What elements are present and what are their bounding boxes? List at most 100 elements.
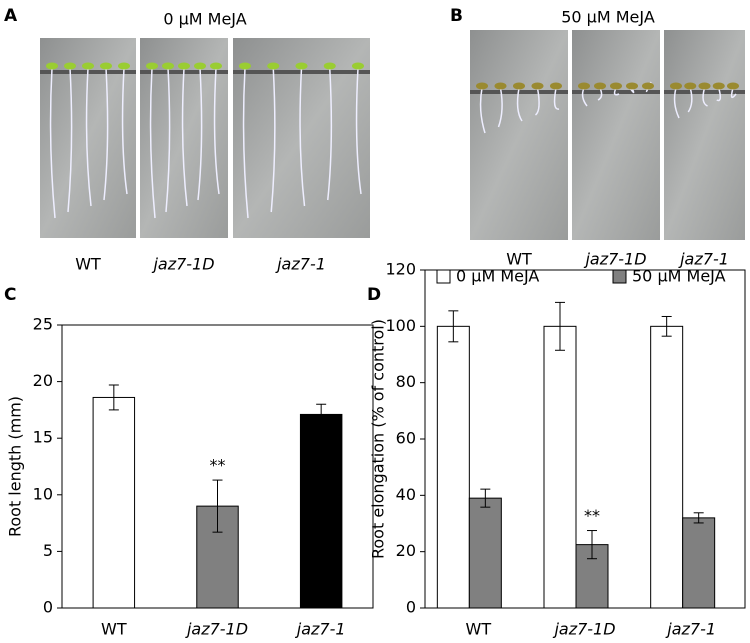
lane-label: jaz7-1 — [678, 250, 729, 269]
cotyledon — [146, 62, 158, 70]
y-tick-label: 15 — [33, 428, 53, 447]
photo-title: 0 μM MeJA — [163, 10, 246, 29]
cotyledon — [594, 82, 606, 90]
root — [181, 67, 188, 207]
legend-swatch — [436, 269, 451, 284]
root — [121, 67, 128, 195]
root — [716, 87, 722, 102]
root — [242, 67, 249, 219]
y-tick-label: 60 — [396, 429, 416, 448]
root — [673, 87, 680, 119]
cotyledon — [642, 82, 654, 90]
y-tick-label: 40 — [396, 485, 416, 504]
cotyledon — [626, 82, 638, 90]
cotyledon — [494, 82, 507, 90]
y-tick-label: 120 — [385, 260, 416, 279]
x-tick-label: WT — [466, 620, 492, 639]
y-tick-label: 0 — [43, 598, 53, 617]
root — [165, 67, 171, 213]
y-tick-label: 80 — [396, 372, 416, 391]
cotyledon — [531, 82, 544, 90]
photo-title: 50 μM MeJA — [561, 8, 655, 27]
y-axis-label: Root length (mm) — [6, 396, 25, 537]
cotyledon — [323, 62, 336, 70]
cotyledon — [698, 82, 711, 90]
x-tick-label: WT — [101, 620, 127, 639]
lane-label: jaz7-1 — [275, 255, 326, 274]
x-tick-label: jaz7-1D — [552, 620, 615, 639]
cotyledon — [162, 62, 174, 70]
root — [149, 67, 156, 219]
root — [516, 87, 523, 122]
cotyledon — [46, 62, 58, 70]
cotyledon — [670, 82, 682, 90]
root — [581, 87, 588, 107]
cotyledon — [727, 82, 739, 90]
cotyledon — [210, 62, 222, 70]
root — [702, 87, 708, 107]
y-tick-label: 5 — [43, 541, 53, 560]
cotyledon — [352, 62, 364, 70]
cotyledon — [267, 62, 280, 70]
cotyledon — [712, 82, 725, 90]
root — [197, 67, 203, 201]
panel-label: B — [450, 6, 463, 26]
legend-label: 50 μM MeJA — [632, 267, 726, 286]
root — [327, 67, 333, 201]
root — [270, 67, 276, 213]
root — [67, 67, 73, 213]
panel-label: A — [4, 6, 18, 26]
cotyledon — [239, 62, 251, 70]
y-tick-label: 10 — [33, 484, 53, 503]
legend-label: 0 μM MeJA — [456, 267, 539, 286]
cotyledon — [178, 62, 190, 70]
cotyledon — [610, 82, 622, 90]
root — [355, 67, 362, 195]
root — [299, 67, 306, 207]
legend-swatch — [612, 269, 627, 284]
photo — [664, 30, 745, 240]
x-tick-label: jaz7-1D — [185, 620, 248, 639]
photo — [470, 30, 568, 240]
cotyledon — [578, 82, 590, 90]
root — [687, 87, 693, 113]
lane-label: jaz7-1D — [151, 255, 214, 274]
y-tick-label: 0 — [406, 598, 416, 617]
cotyledon — [194, 62, 206, 70]
photo — [572, 30, 660, 240]
panel-label: C — [4, 285, 16, 305]
cotyledon — [295, 62, 308, 70]
lane-label: jaz7-1D — [583, 250, 646, 269]
root — [49, 67, 56, 219]
y-axis-label: Root elongation (% of control) — [369, 319, 388, 559]
bar — [650, 325, 684, 609]
cotyledon — [476, 82, 488, 90]
lane-label: WT — [506, 250, 532, 269]
root — [553, 87, 560, 110]
root — [213, 67, 220, 195]
bar — [299, 413, 343, 609]
y-tick-label: 20 — [396, 541, 416, 560]
cotyledon — [64, 62, 76, 70]
root — [534, 87, 540, 116]
bar — [436, 325, 470, 609]
significance: ** — [210, 456, 226, 475]
lane-label: WT — [75, 255, 101, 274]
cotyledon — [118, 62, 130, 70]
cotyledon — [100, 62, 112, 70]
root — [730, 87, 737, 99]
root — [85, 67, 92, 207]
y-tick-label: 25 — [33, 315, 53, 334]
root — [479, 87, 486, 134]
cotyledon — [513, 82, 525, 90]
photo-group — [40, 30, 745, 240]
root — [103, 67, 109, 201]
bar — [92, 396, 136, 609]
panel-label: D — [367, 285, 381, 305]
cotyledon — [684, 82, 697, 90]
y-tick-label: 100 — [385, 316, 416, 335]
bar — [543, 325, 577, 609]
x-tick-label: jaz7-1 — [665, 620, 716, 639]
y-tick-label: 20 — [33, 371, 53, 390]
